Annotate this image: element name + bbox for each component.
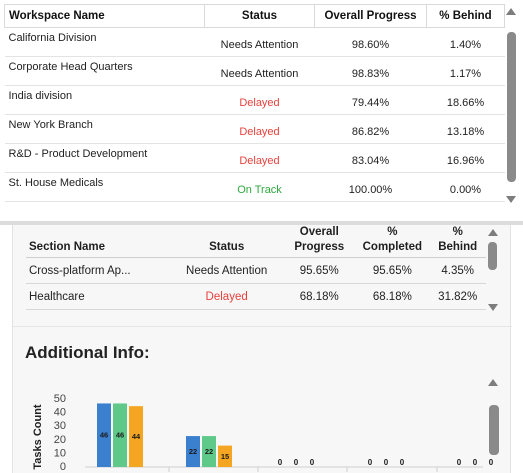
table-row[interactable]: California Division Needs Attention 98.6…: [4, 27, 505, 57]
bar: [202, 436, 216, 467]
section-table: Section Name Status Overall Progress % C…: [26, 225, 486, 310]
status-cell: On Track: [204, 172, 315, 202]
header-overall-progress[interactable]: Overall Progress: [283, 225, 356, 258]
table-row[interactable]: St. House Medicals On Track 100.00% 0.00…: [4, 172, 505, 202]
section-scroll-down-arrow-icon[interactable]: [488, 304, 498, 311]
table-row[interactable]: India division Delayed 79.44% 18.66%: [4, 85, 505, 115]
completed-cell: 68.18%: [355, 283, 430, 310]
behind-cell: 13.18%: [426, 114, 505, 144]
header-overall-progress[interactable]: Overall Progress: [314, 4, 427, 28]
header-percent-behind[interactable]: % Behind: [426, 4, 505, 28]
status-cell: Delayed: [204, 85, 315, 115]
section-scrollbar-thumb[interactable]: [488, 242, 497, 270]
workspace-name: New York Branch: [4, 114, 205, 144]
bar-data-label: 22: [189, 447, 197, 456]
bar-data-label: 0: [489, 458, 494, 467]
bar: [186, 436, 200, 467]
scroll-down-arrow-icon[interactable]: [506, 196, 516, 203]
workspace-name: Corporate Head Quarters: [4, 56, 205, 86]
scroll-up-arrow-icon[interactable]: [506, 8, 516, 15]
workspace-table: Workspace Name Status Overall Progress %…: [4, 4, 505, 202]
progress-cell: 95.65%: [283, 257, 356, 284]
section-table-header: Section Name Status Overall Progress % C…: [26, 225, 486, 258]
behind-cell: 1.40%: [426, 27, 505, 57]
header-percent-behind[interactable]: % Behind: [429, 225, 486, 258]
progress-cell: 79.44%: [314, 85, 427, 115]
section-name: Cross-platform Ap...: [26, 257, 171, 284]
progress-cell: 83.04%: [314, 143, 427, 173]
table-row[interactable]: Healthcare Delayed 68.18% 68.18% 31.82%: [26, 283, 486, 310]
workspace-scrollbar-thumb[interactable]: [507, 32, 516, 182]
bar-data-label: 0: [473, 458, 478, 467]
completed-cell: 95.65%: [355, 257, 430, 284]
workspace-name: R&D - Product Development: [4, 143, 205, 173]
bar-data-label: 44: [132, 432, 141, 441]
status-cell: Needs Attention: [204, 27, 315, 57]
bar-data-label: 0: [368, 458, 373, 467]
bar-data-label: 46: [100, 431, 108, 440]
y-tick-label: 40: [54, 407, 66, 419]
progress-cell: 100.00%: [314, 172, 427, 202]
y-tick-label: 0: [60, 461, 66, 473]
bar-data-label: 46: [116, 431, 124, 440]
y-tick-label: 30: [54, 420, 66, 432]
status-cell: Needs Attention: [170, 257, 284, 284]
bar-data-label: 0: [310, 458, 315, 467]
behind-cell: 18.66%: [426, 85, 505, 115]
table-row[interactable]: New York Branch Delayed 86.82% 13.18%: [4, 114, 505, 144]
header-percent-completed[interactable]: % Completed: [355, 225, 430, 258]
table-row[interactable]: Corporate Head Quarters Needs Attention …: [4, 56, 505, 86]
header-status[interactable]: Status: [204, 4, 315, 28]
panel-divider: [0, 221, 523, 225]
status-cell: Delayed: [204, 143, 315, 173]
workspace-name: St. House Medicals: [4, 172, 205, 202]
progress-cell: 98.83%: [314, 56, 427, 86]
section-card: Section Name Status Overall Progress % C…: [12, 225, 512, 473]
bar-data-label: 0: [400, 458, 405, 467]
y-axis-label: Tasks Count: [32, 404, 44, 470]
header-status[interactable]: Status: [170, 225, 284, 258]
additional-info-title: Additional Info:: [25, 343, 150, 362]
table-row[interactable]: Cross-platform Ap... Needs Attention 95.…: [26, 257, 486, 284]
behind-cell: 0.00%: [426, 172, 505, 202]
bar-data-label: 15: [221, 452, 229, 461]
bar: [218, 445, 232, 467]
behind-cell: 31.82%: [429, 283, 486, 310]
status-cell: Delayed: [170, 283, 284, 310]
progress-cell: 86.82%: [314, 114, 427, 144]
chart-scrollbar-thumb[interactable]: [489, 405, 499, 455]
bar: [129, 406, 143, 467]
behind-cell: 4.35%: [429, 257, 486, 284]
y-tick-label: 20: [54, 434, 66, 446]
progress-cell: 68.18%: [283, 283, 356, 310]
y-tick-label: 10: [54, 447, 66, 459]
bar-data-label: 0: [384, 458, 389, 467]
status-cell: Delayed: [204, 114, 315, 144]
status-cell: Needs Attention: [204, 56, 315, 86]
bar: [113, 403, 127, 467]
card-separator: [13, 326, 512, 327]
y-tick-label: 50: [54, 393, 66, 405]
bar-data-label: 22: [205, 447, 213, 456]
section-scroll-up-arrow-icon[interactable]: [488, 229, 498, 236]
bar-data-label: 0: [457, 458, 462, 467]
table-row[interactable]: R&D - Product Development Delayed 83.04%…: [4, 143, 505, 173]
bar-data-label: 0: [278, 458, 283, 467]
bar-data-label: 0: [294, 458, 299, 467]
workspace-name: India division: [4, 85, 205, 115]
behind-cell: 1.17%: [426, 56, 505, 86]
header-workspace-name[interactable]: Workspace Name: [4, 4, 205, 28]
behind-cell: 16.96%: [426, 143, 505, 173]
chart-scroll-up-arrow-icon[interactable]: [488, 379, 498, 386]
workspace-table-header: Workspace Name Status Overall Progress %…: [4, 4, 505, 28]
bar: [97, 403, 111, 467]
header-section-name[interactable]: Section Name: [26, 225, 171, 258]
workspace-name: California Division: [4, 27, 205, 57]
progress-cell: 98.60%: [314, 27, 427, 57]
section-name: Healthcare: [26, 283, 171, 310]
workspace-panel: Workspace Name Status Overall Progress %…: [0, 0, 523, 222]
